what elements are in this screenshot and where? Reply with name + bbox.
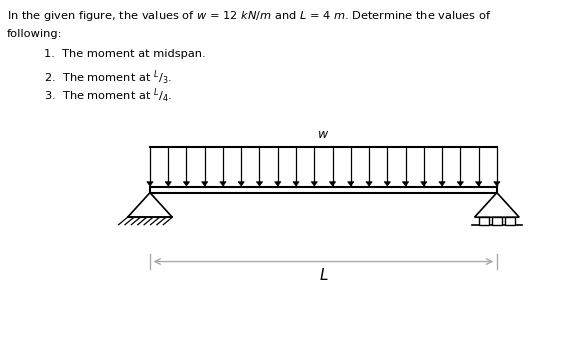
Polygon shape [147, 182, 153, 186]
Polygon shape [475, 193, 519, 217]
Polygon shape [494, 182, 500, 186]
Bar [492, 217, 502, 225]
Bar [150, 187, 497, 193]
Polygon shape [275, 182, 281, 186]
Polygon shape [476, 182, 482, 186]
Text: w: w [318, 128, 329, 141]
Polygon shape [293, 182, 299, 186]
Polygon shape [329, 182, 336, 186]
Text: In the given figure, the values of $w$ = 12 $kN/m$ and $L$ = 4 $m$. Determine th: In the given figure, the values of $w$ =… [7, 9, 492, 23]
Polygon shape [384, 182, 390, 186]
Polygon shape [128, 193, 172, 217]
Bar [479, 217, 489, 225]
Polygon shape [366, 182, 372, 186]
Polygon shape [439, 182, 445, 186]
Text: following:: following: [7, 29, 62, 39]
Text: 1.  The moment at midspan.: 1. The moment at midspan. [44, 49, 206, 59]
Polygon shape [238, 182, 245, 186]
Polygon shape [165, 182, 171, 186]
Polygon shape [457, 182, 463, 186]
Bar [505, 217, 515, 225]
Polygon shape [202, 182, 208, 186]
Polygon shape [402, 182, 409, 186]
Polygon shape [420, 182, 427, 186]
Text: L: L [319, 268, 328, 283]
Text: 3.  The moment at $^{L}/_{4}$.: 3. The moment at $^{L}/_{4}$. [44, 87, 172, 105]
Polygon shape [220, 182, 226, 186]
Polygon shape [311, 182, 318, 186]
Polygon shape [348, 182, 354, 186]
Polygon shape [256, 182, 263, 186]
Polygon shape [183, 182, 190, 186]
Text: 2.  The moment at $^{L}/_{3}$.: 2. The moment at $^{L}/_{3}$. [44, 68, 172, 87]
